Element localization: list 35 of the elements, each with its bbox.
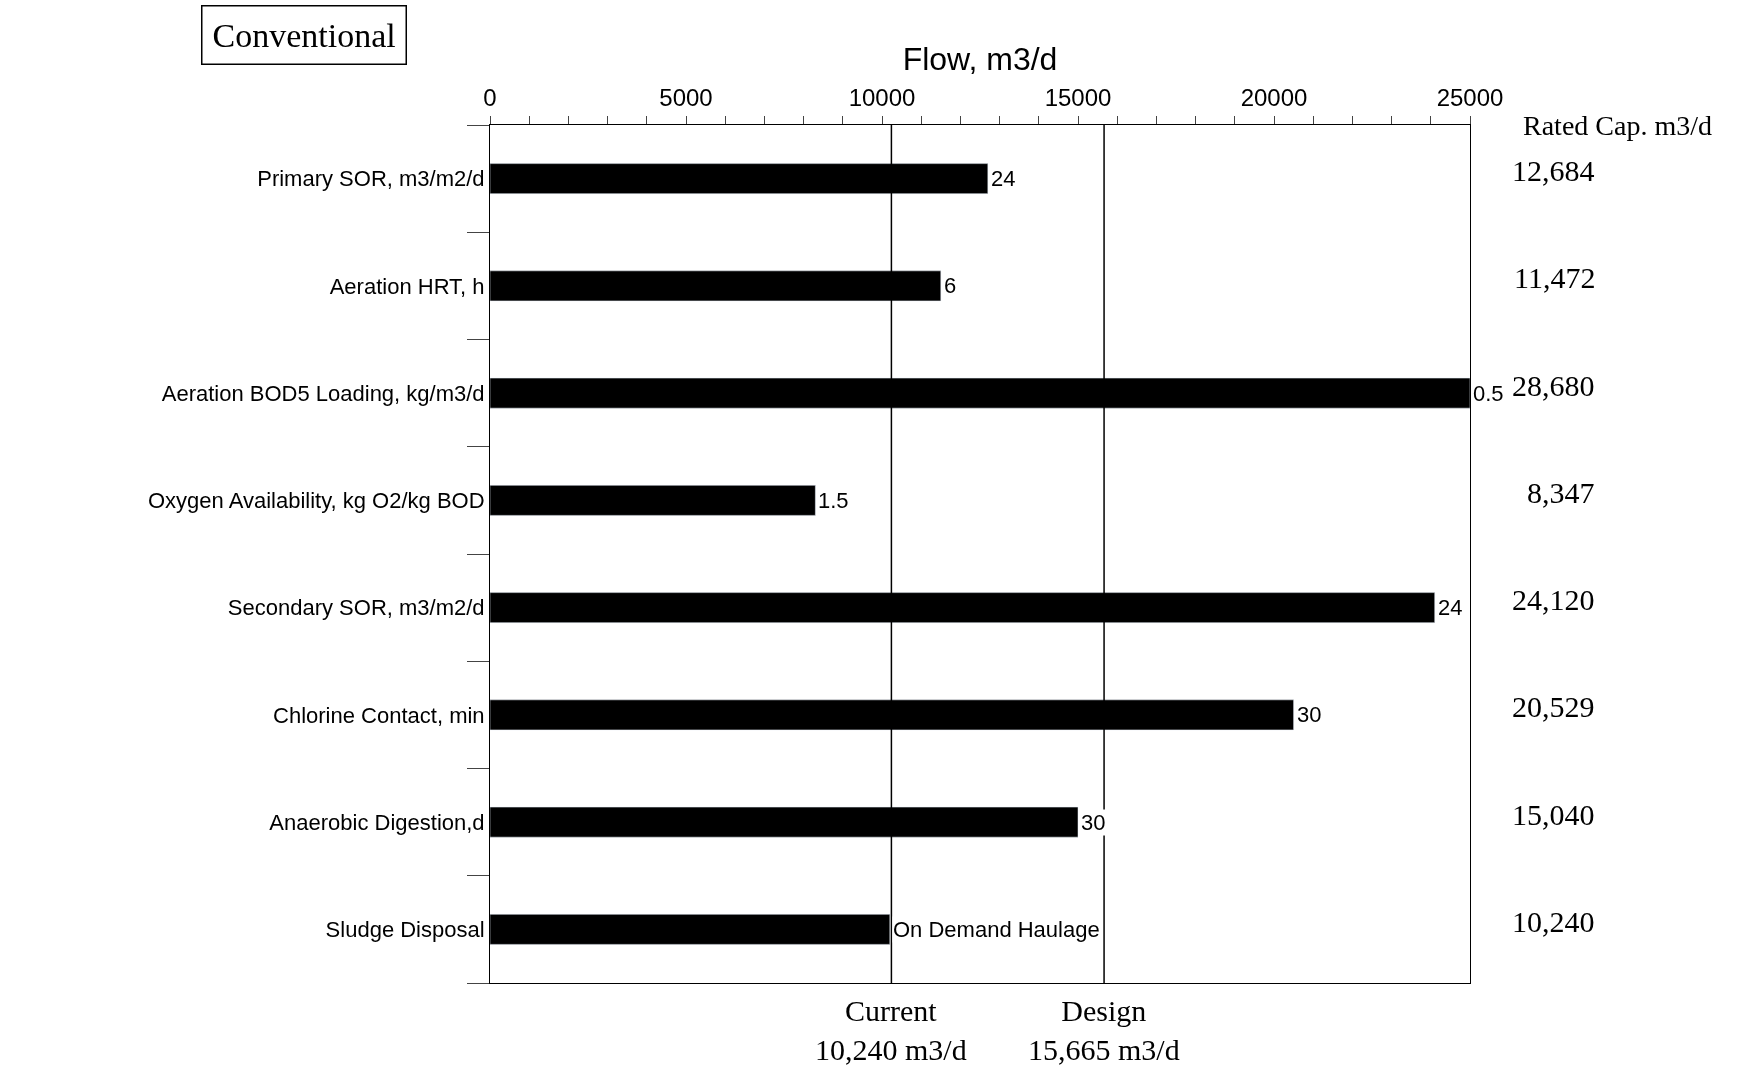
y-tick-label: Oxygen Availability, kg O2/kg BOD [147,488,485,514]
x-tick-label: 15000 [1044,84,1112,112]
y-tick-label: Aeration HRT, h [329,273,485,299]
x-tick-label: 20000 [1240,84,1308,112]
text: 24,120 [1512,583,1595,616]
ref-line-label: Design 15,665 m3/d [1028,994,1180,1066]
ref-line-label: Current 10,240 m3/d [815,994,967,1066]
annotation: 24 [1438,595,1463,620]
x-axis-title: Flow, m3/d [902,40,1058,77]
text: 10,240 [1512,905,1595,938]
text: 8,347 [1527,476,1595,509]
annotation: 6 [944,273,957,298]
annotation: 30 [1297,702,1322,727]
annotation: 30 [1081,810,1106,835]
annotation: 0.5 [1473,381,1504,406]
x-tick-label: 5000 [659,84,713,112]
y-tick-label: Primary SOR, m3/m2/d [257,166,485,192]
text: 28,680 [1512,369,1595,402]
annotation: 1.5 [818,488,849,513]
annotation: 24 [991,166,1016,191]
y-tick-label: Aeration BOD5 Loading, kg/m3/d [161,380,485,406]
annotation: On Demand Haulage [893,917,1100,942]
text: 15,040 [1512,798,1595,831]
text: 12,684 [1512,154,1595,187]
chart-title: Conventional [212,16,396,54]
y-tick-label: Secondary SOR, m3/m2/d [227,595,485,621]
x-tick-label: 25000 [1436,84,1504,112]
y-tick-label: Sludge Disposal [325,917,485,943]
text: 20,529 [1512,690,1595,723]
y-tick-label: Chlorine Contact, min [273,702,485,728]
text: Rated Cap. m3/d [1523,110,1712,141]
x-tick-label: 10000 [848,84,916,112]
x-tick-label: 0 [483,84,497,112]
y-tick-label: Anaerobic Digestion,d [269,809,485,835]
text: 11,472 [1514,261,1596,294]
